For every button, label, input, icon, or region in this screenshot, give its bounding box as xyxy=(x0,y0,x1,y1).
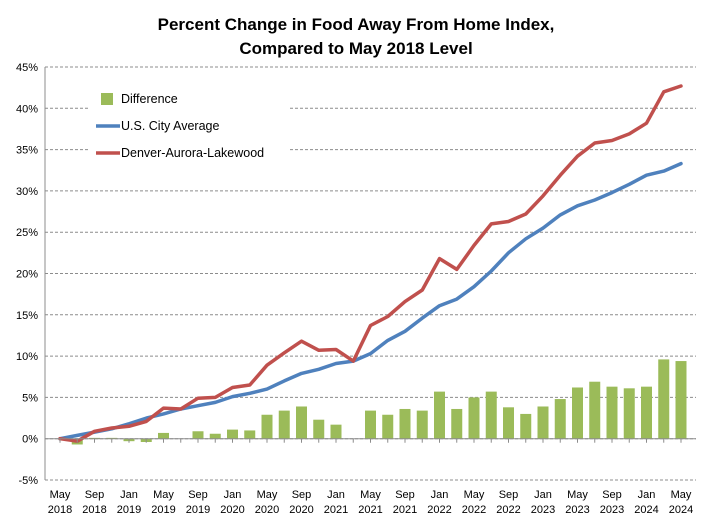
x-tick-label-month: Sep xyxy=(85,489,105,501)
difference-bar xyxy=(227,429,238,439)
difference-bar xyxy=(606,386,618,439)
x-tick-label-year: 2022 xyxy=(462,504,486,516)
difference-bar xyxy=(296,406,307,439)
difference-bar xyxy=(554,399,566,439)
difference-bar xyxy=(675,361,687,439)
denver-aurora-lakewood-line xyxy=(58,84,683,443)
x-tick-label-month: Jan xyxy=(120,489,138,501)
x-tick-label-year: 2018 xyxy=(82,504,106,516)
y-tick-label: 0% xyxy=(22,434,38,446)
difference-bar xyxy=(365,410,376,439)
x-tick-label-year: 2019 xyxy=(117,504,141,516)
y-tick-label: 5% xyxy=(22,392,38,404)
chart-subtitle: Compared to May 2018 Level xyxy=(239,39,472,58)
legend-swatch-difference xyxy=(101,93,113,105)
x-tick-label-year: 2023 xyxy=(565,504,589,516)
difference-bar xyxy=(158,432,169,439)
y-tick-label: -5% xyxy=(18,475,38,487)
legend: Difference U.S. City Average Denver-Auro… xyxy=(88,79,288,171)
us-city-average-line xyxy=(58,161,683,441)
difference-bar xyxy=(537,406,549,439)
x-tick-label-year: 2024 xyxy=(669,504,693,516)
difference-bar xyxy=(313,419,325,439)
x-tick-label-year: 2021 xyxy=(324,504,348,516)
x-tick-label-year: 2020 xyxy=(289,504,313,516)
x-tick-label-year: 2022 xyxy=(496,504,520,516)
difference-bar xyxy=(623,388,635,439)
legend-box xyxy=(88,79,288,171)
x-tick-label-year: 2022 xyxy=(427,504,451,516)
difference-bars xyxy=(71,359,687,445)
legend-label-us-city-average: U.S. City Average xyxy=(121,119,219,133)
difference-bar xyxy=(399,408,411,439)
x-tick-label-month: Jan xyxy=(534,489,552,501)
difference-bar xyxy=(330,424,342,439)
difference-bar xyxy=(485,391,497,439)
y-axis-tick-labels: 45% 40% 35% 30% 25% 20% 15% 10% 5% 0% -5% xyxy=(16,62,38,487)
y-tick-label: 25% xyxy=(16,227,38,239)
difference-bar xyxy=(261,414,273,439)
axes xyxy=(44,67,696,480)
difference-bar xyxy=(451,408,463,439)
difference-bar xyxy=(589,381,601,439)
x-tick-label-month: May xyxy=(360,489,381,501)
x-tick-label-year: 2021 xyxy=(393,504,417,516)
x-tick-label-month: May xyxy=(464,489,485,501)
difference-bar xyxy=(503,407,514,439)
difference-bar xyxy=(468,397,480,439)
y-tick-label: 20% xyxy=(16,269,38,281)
y-tick-label: 45% xyxy=(16,62,38,74)
x-tick-label-year: 2023 xyxy=(600,504,624,516)
x-tick-label-month: Sep xyxy=(188,489,208,501)
difference-bar xyxy=(520,413,532,439)
x-tick-label-month: Sep xyxy=(499,489,519,501)
x-tick-label-month: Jan xyxy=(224,489,242,501)
x-tick-label-month: Jan xyxy=(327,489,345,501)
difference-bar xyxy=(434,391,445,439)
x-tick-label-month: Sep xyxy=(292,489,312,501)
x-tick-label-month: May xyxy=(671,489,692,501)
difference-bar xyxy=(244,430,256,439)
difference-bar xyxy=(658,359,670,439)
x-tick-label-month: Jan xyxy=(431,489,449,501)
x-tick-label-year: 2020 xyxy=(255,504,279,516)
x-tick-label-month: Sep xyxy=(602,489,622,501)
legend-label-denver: Denver-Aurora-Lakewood xyxy=(121,146,264,160)
difference-bar xyxy=(416,410,428,439)
x-tick-label-year: 2023 xyxy=(531,504,555,516)
difference-bar xyxy=(572,387,583,439)
series-lines xyxy=(58,84,683,443)
y-tick-label: 40% xyxy=(16,103,38,115)
x-tick-label-year: 2019 xyxy=(186,504,210,516)
difference-bar xyxy=(192,431,204,439)
x-tick-label-year: 2024 xyxy=(634,504,658,516)
x-tick-label-year: 2018 xyxy=(48,504,72,516)
difference-bar xyxy=(641,386,652,439)
difference-bar xyxy=(209,433,221,439)
x-tick-label-year: 2019 xyxy=(151,504,175,516)
difference-bar xyxy=(382,414,394,439)
x-tick-label-month: May xyxy=(567,489,588,501)
difference-bar xyxy=(278,410,290,439)
x-tick-label-year: 2021 xyxy=(358,504,382,516)
x-tick-label-year: 2020 xyxy=(220,504,244,516)
legend-label-difference: Difference xyxy=(121,92,178,106)
y-tick-label: 35% xyxy=(16,145,38,157)
chart-title: Percent Change in Food Away From Home In… xyxy=(158,15,555,34)
x-tick-label-month: May xyxy=(257,489,278,501)
x-tick-label-month: May xyxy=(153,489,174,501)
x-axis-tick-labels: May 2018 Sep 2018 Jan 2019 May 2019 Sep 2019 Jan 20… xyxy=(48,489,693,516)
x-tick-label-month: May xyxy=(50,489,71,501)
y-tick-label: 30% xyxy=(16,186,38,198)
x-tick-label-month: Sep xyxy=(395,489,415,501)
y-tick-label: 15% xyxy=(16,310,38,322)
x-tick-label-month: Jan xyxy=(638,489,656,501)
y-tick-label: 10% xyxy=(16,351,38,363)
